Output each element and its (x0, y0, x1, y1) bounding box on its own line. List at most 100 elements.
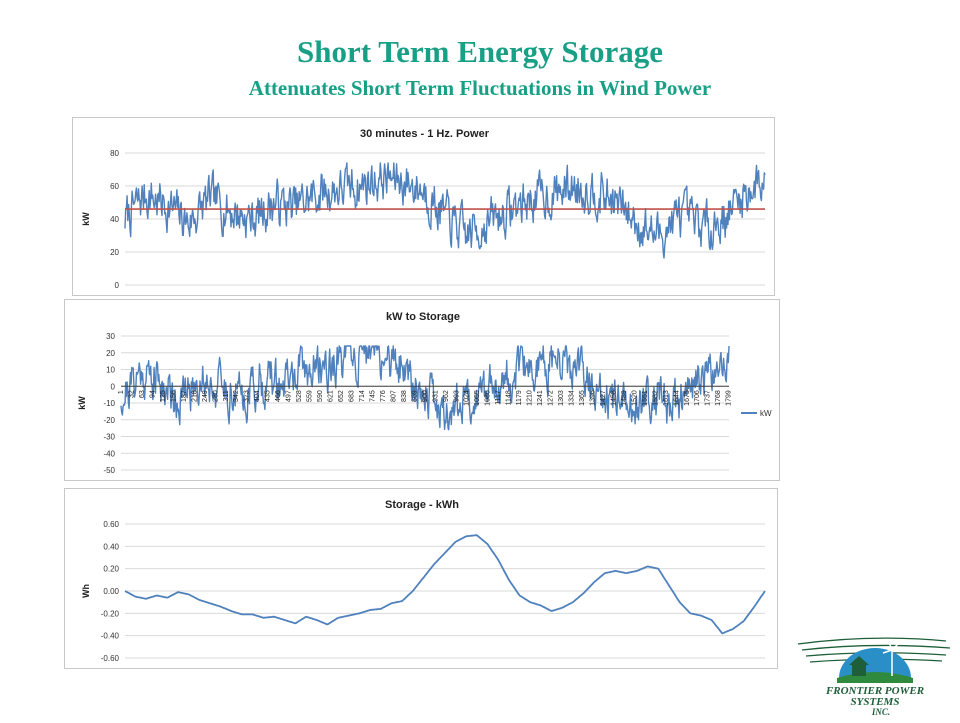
x-tick-label: 1675 (684, 390, 691, 406)
kw-to-storage-chart-svg: kW to Storage -50 -40 -30 -20 -10 0 10 20 30 kW 1 32… (77, 311, 772, 475)
y-tick-label: 40 (110, 215, 119, 224)
storage-kwh-chart-svg: Storage - kWh -0.60 -0.40 -0.20 0.00 0.20 0.40… (81, 499, 766, 663)
x-tick-label: 497 (286, 390, 293, 402)
y-tick-label: 30 (106, 332, 115, 341)
series-line (120, 345, 730, 431)
x-tick-label: 466 (275, 390, 282, 402)
y-tick-label: 10 (106, 366, 115, 375)
logo-graphic: FRONTIER POWER SYSTEMS INC. (797, 637, 951, 717)
power-chart-svg: 30 minutes - 1 Hz. Power 0 20 40 60 80 kW (81, 128, 766, 290)
x-tick-label: 32 (128, 390, 135, 398)
x-tick-label: 1706 (694, 390, 701, 406)
x-tick-label: 807 (390, 390, 397, 402)
storage-kwh-chart: Storage - kWh -0.60 -0.40 -0.20 0.00 0.20 0.40… (64, 488, 778, 669)
x-tick-label: 962 (443, 390, 450, 402)
x-tick-label: 652 (338, 390, 345, 402)
x-tick-label: 1303 (558, 390, 565, 406)
chart-title: kW to Storage (386, 311, 460, 323)
x-tick-label: 1489 (621, 390, 628, 406)
y-tick-label: 0 (115, 281, 120, 290)
chart-title: 30 minutes - 1 Hz. Power (360, 128, 490, 140)
x-tick-label: 559 (307, 390, 314, 402)
x-tick-label: 621 (328, 390, 335, 402)
x-tick-label: 1148 (506, 390, 513, 405)
x-tick-label: 311 (223, 390, 230, 401)
x-tick-label: 1768 (715, 390, 722, 406)
x-tick-label: 1737 (705, 390, 712, 406)
y-tick-label: 0.40 (103, 542, 119, 551)
y-tick-label: -50 (103, 466, 115, 475)
y-tick-label: 80 (110, 149, 119, 158)
y-tick-label: -30 (103, 433, 115, 442)
x-tick-label: 373 (244, 390, 251, 402)
x-tick-label: 1241 (537, 390, 544, 406)
logo-house (852, 664, 866, 676)
y-axis-label: kW (77, 396, 87, 410)
x-tick-label: 280 (212, 390, 219, 402)
x-tick-label: 1799 (726, 390, 733, 406)
slide-subtitle: Attenuates Short Term Fluctuations in Wi… (248, 76, 712, 100)
x-tick-label: 745 (369, 390, 376, 402)
y-tick-label: -0.60 (101, 654, 120, 663)
x-tick-label: 1644 (673, 390, 680, 406)
x-tick-label: 1582 (652, 390, 659, 406)
x-tick-label: 1458 (610, 390, 617, 406)
y-tick-label: 20 (110, 248, 119, 257)
x-tick-label: 435 (265, 390, 272, 402)
x-tick-label: 1117 (495, 390, 502, 405)
x-tick-label: 1613 (663, 390, 670, 406)
x-tick-label: 590 (317, 390, 324, 402)
y-tick-label: -10 (103, 399, 115, 408)
y-tick-label: -40 (103, 449, 115, 458)
x-tick-label: 342 (233, 390, 240, 402)
y-tick-label: 20 (106, 349, 115, 358)
x-tick-label: 156 (170, 390, 177, 402)
y-tick-label: -20 (103, 416, 115, 425)
y-tick-label: -0.20 (101, 609, 120, 618)
x-tick-label: 776 (380, 390, 387, 402)
x-tick-label: 1427 (600, 390, 607, 406)
x-tick-label: 249 (202, 390, 209, 402)
x-tick-label: 993 (453, 390, 460, 402)
y-tick-label: 60 (110, 182, 119, 191)
y-tick-label: -0.40 (101, 632, 120, 641)
x-tick-label: 931 (432, 390, 439, 402)
company-logo: FRONTIER POWER SYSTEMS INC. (792, 628, 958, 718)
x-tick-label: 1024 (464, 390, 471, 406)
x-tick-label: 187 (181, 390, 188, 402)
x-tick-label: 1272 (548, 390, 555, 406)
x-tick-label: 1179 (516, 390, 523, 405)
series-line (124, 534, 766, 635)
x-tick-label: 218 (191, 390, 198, 402)
x-tick-label: 1520 (631, 390, 638, 406)
y-tick-label: 0.20 (103, 565, 119, 574)
x-tick-label: 838 (401, 390, 408, 402)
x-tick-label: 528 (296, 390, 303, 402)
x-tick-label: 683 (348, 390, 355, 402)
x-tick-label: 714 (359, 390, 366, 402)
series-line (124, 162, 766, 259)
x-tick-label: 1396 (589, 390, 596, 406)
x-tick-label: 1551 (642, 390, 649, 406)
x-tick-label: 125 (160, 390, 167, 402)
logo-text-line1: FRONTIER POWER (825, 685, 924, 697)
x-tick-label: 1086 (485, 390, 492, 406)
x-tick-label: 63 (139, 390, 146, 398)
legend-label: kW (760, 409, 772, 418)
chart-title: Storage - kWh (385, 499, 459, 511)
kw-to-storage-chart: kW to Storage -50 -40 -30 -20 -10 0 10 20 30 kW 1 32… (64, 299, 780, 481)
y-tick-label: 0.00 (103, 587, 119, 596)
x-tick-label: 1334 (569, 390, 576, 406)
y-tick-label: 0.60 (103, 520, 119, 529)
x-tick-label: 900 (422, 390, 429, 402)
y-axis-label: Wh (81, 584, 91, 598)
x-tick-label: 1365 (579, 390, 586, 406)
x-tick-label: 1055 (474, 390, 481, 406)
x-tick-label: 1 (118, 390, 125, 394)
slide-title: Short Term Energy Storage (297, 34, 663, 69)
y-axis-label: kW (81, 212, 91, 226)
logo-text-line2: SYSTEMS (851, 696, 900, 708)
x-tick-label: 94 (149, 390, 156, 398)
x-tick-label: 404 (254, 390, 261, 402)
power-chart: 30 minutes - 1 Hz. Power 0 20 40 60 80 kW (72, 117, 775, 296)
